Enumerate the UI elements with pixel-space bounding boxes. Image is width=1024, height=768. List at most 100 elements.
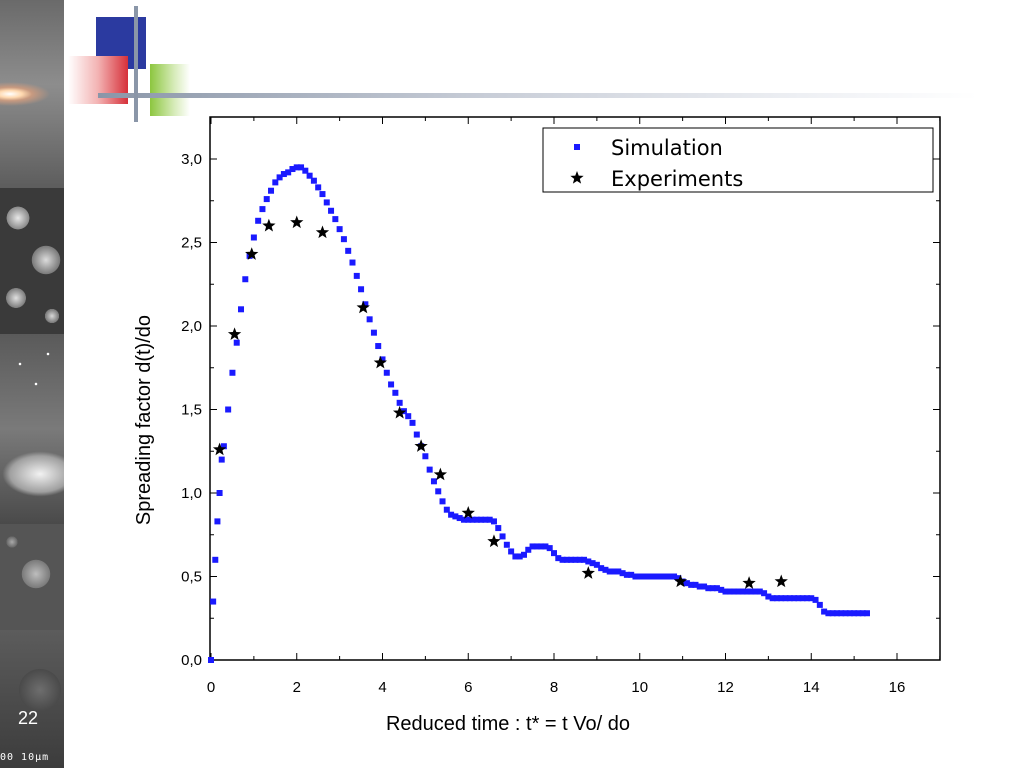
simulation-point (769, 595, 776, 602)
x-tick-label: 12 (717, 679, 734, 696)
simulation-point (666, 573, 673, 580)
simulation-point (859, 610, 866, 617)
simulation-point (388, 381, 395, 388)
simulation-point (238, 306, 245, 313)
photo-strip (0, 0, 64, 768)
simulation-point (512, 553, 519, 560)
y-tick-label: 0,5 (181, 569, 202, 586)
torch-photo (0, 0, 64, 188)
simulation-point (465, 516, 472, 523)
simulation-point (439, 498, 446, 505)
simulation-series (208, 164, 870, 663)
simulation-point (268, 187, 275, 194)
simulation-point (362, 301, 369, 308)
x-axis-title: Reduced time : t* = t Vo/ do (386, 713, 630, 735)
simulation-point (838, 610, 845, 617)
scale-bar-label: 00 10µm (0, 752, 50, 763)
simulation-point (422, 453, 429, 460)
simulation-point (675, 575, 682, 582)
simulation-point (696, 583, 703, 590)
simulation-point (306, 172, 313, 179)
simulation-point (332, 216, 339, 223)
experiment-point (227, 327, 242, 341)
simulation-point (846, 610, 853, 617)
simulation-point (426, 466, 433, 473)
simulation-point (409, 419, 416, 426)
experiment-point (245, 247, 259, 260)
simulation-point (460, 516, 467, 523)
simulation-point (833, 610, 840, 617)
simulation-point (345, 247, 352, 254)
simulation-point (739, 588, 746, 595)
legend-experiments-label: Experiments (611, 167, 743, 191)
simulation-point (568, 556, 575, 563)
experiment-point (673, 574, 688, 588)
simulation-point (765, 593, 772, 600)
simulation-point (615, 568, 622, 575)
simulation-point (645, 573, 652, 580)
legend-simulation-label: Simulation (611, 136, 723, 160)
simulation-point (448, 511, 455, 518)
simulation-point (795, 595, 802, 602)
experiment-point (414, 439, 428, 452)
simulation-point (606, 568, 613, 575)
simulation-point (756, 588, 763, 595)
simulation-point (280, 171, 287, 178)
simulation-point (593, 561, 600, 568)
simulation-point (636, 573, 643, 580)
simulation-point (353, 272, 360, 279)
y-tick-label: 2,5 (181, 235, 202, 252)
experiment-point (392, 405, 407, 419)
simulation-point (589, 560, 596, 567)
simulation-point (825, 610, 832, 617)
simulation-point (263, 196, 270, 203)
simulation-point (641, 573, 648, 580)
simulation-point (778, 595, 785, 602)
simulation-point (752, 588, 759, 595)
simulation-point (375, 343, 382, 350)
simulation-point (210, 598, 217, 605)
simulation-point (214, 518, 221, 525)
x-tick-label: 4 (378, 679, 386, 696)
simulation-point (709, 585, 716, 592)
simulation-point (289, 166, 296, 173)
experiment-point (461, 506, 475, 519)
simulation-point (499, 533, 506, 540)
experiment-point (774, 574, 788, 588)
simulation-point (786, 595, 793, 602)
simulation-point (259, 206, 266, 213)
simulation-point (726, 588, 733, 595)
simulation-point (611, 568, 618, 575)
splat-photo (0, 334, 64, 524)
simulation-point (478, 516, 485, 523)
experiment-point (373, 355, 388, 369)
simulation-point (628, 571, 635, 578)
simulation-point (315, 184, 322, 191)
simulation-point (503, 541, 510, 548)
simulation-point (336, 226, 343, 233)
simulation-point (821, 608, 828, 615)
simulation-point (473, 516, 480, 523)
simulation-point (413, 431, 420, 438)
x-tick-label: 16 (889, 679, 906, 696)
experiment-point (742, 576, 756, 589)
simulation-point (863, 610, 870, 617)
simulation-point (551, 550, 557, 557)
simulation-point (383, 369, 390, 376)
simulation-point (743, 588, 750, 595)
simulation-point (220, 443, 227, 450)
simulation-point (799, 595, 806, 602)
experiment-point (581, 566, 595, 579)
simulation-point (816, 601, 823, 608)
experiment-point (290, 215, 304, 229)
coating-microstructure-photo (0, 524, 64, 630)
simulation-point (456, 515, 463, 522)
simulation-point (216, 490, 223, 496)
simulation-point (396, 399, 403, 406)
y-tick-label: 1,0 (181, 485, 202, 502)
simulation-point (508, 548, 515, 555)
simulation-point (469, 516, 476, 523)
x-tick-label: 2 (293, 679, 301, 696)
experiment-point (212, 442, 227, 456)
